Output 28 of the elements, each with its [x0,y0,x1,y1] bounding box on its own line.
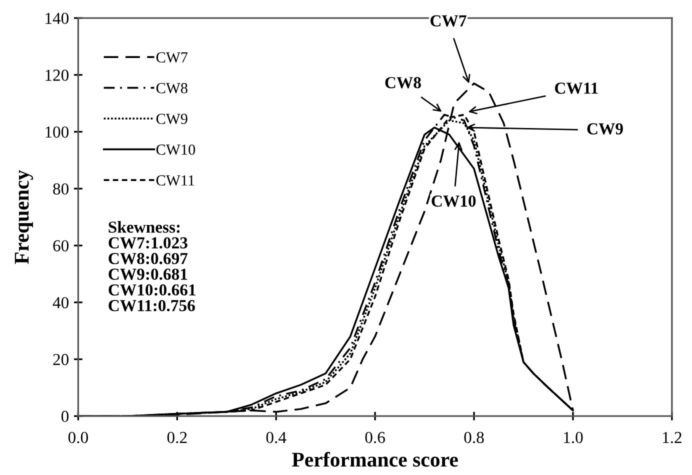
y-tick-label: 60 [53,240,69,252]
legend-label: CW9 [156,114,188,124]
annotation: CW10 [432,195,476,207]
y-tick-label: 140 [46,12,69,24]
legend-label: CW11 [156,175,194,186]
x-axis-title: Performance score [292,452,458,467]
annotation: Skewness: CW7:1.023 CW8:0.697 CW9:0.681 CW10:0.661 CW11:0.756 [108,221,196,312]
x-tick-label: 1.2 [662,432,682,444]
x-tick-label: 0.8 [464,432,484,444]
annotation: CW9 [587,123,623,135]
x-tick-label: 0.4 [266,432,286,444]
x-tick-label: 1.0 [564,432,583,444]
annotation: CW11 [555,82,598,94]
y-tick-label: 40 [52,297,69,308]
y-tick-label: 80 [53,183,69,195]
annotation: CW8 [385,77,421,88]
annotation: CW7 [430,15,466,27]
y-tick-label: 0 [61,410,69,422]
y-tick-label: 20 [53,354,69,366]
legend-label: CW10 [156,144,196,155]
x-tick-label: 0.6 [365,432,385,444]
x-tick-label: 0.0 [68,432,88,444]
y-tick-label: 100 [46,126,69,138]
legend-label: CW7 [156,52,188,63]
x-tick-label: 0.2 [167,432,187,444]
y-axis-title: Frequency [14,170,34,264]
legend-label: CW8 [156,82,188,94]
y-tick-label: 120 [46,70,69,81]
